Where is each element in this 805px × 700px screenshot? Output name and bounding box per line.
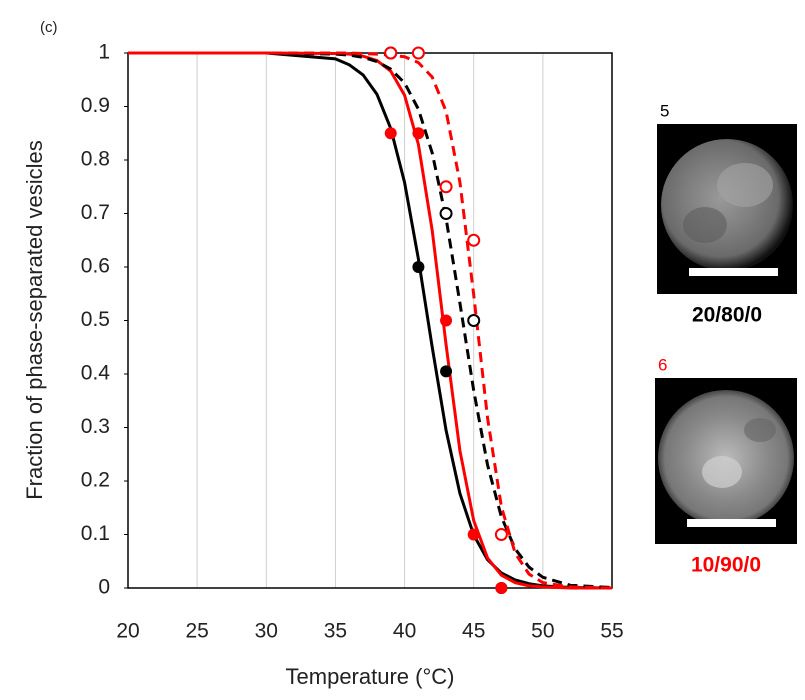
panel-label: (c) xyxy=(40,19,58,36)
y-tick-label: 1 xyxy=(98,41,110,64)
data-point xyxy=(384,127,397,140)
x-tick-label: 35 xyxy=(324,620,347,643)
x-tick-label: 55 xyxy=(600,620,623,643)
domain xyxy=(717,163,773,207)
panel-number: 5 xyxy=(660,101,669,120)
x-axis-title: Temperature (°C) xyxy=(286,664,455,689)
x-tick-label: 40 xyxy=(393,620,416,643)
data-point xyxy=(495,582,508,594)
x-tick-label: 20 xyxy=(116,620,139,643)
data-point xyxy=(467,233,481,247)
x-tick-label: 45 xyxy=(462,620,485,643)
data-point xyxy=(412,127,425,140)
data-point xyxy=(439,180,453,194)
y-tick-label: 0 xyxy=(98,576,110,599)
scale-bar xyxy=(689,268,778,276)
y-tick-label: 0.4 xyxy=(81,362,111,385)
fit-curve xyxy=(128,51,613,590)
y-tick-label: 0.7 xyxy=(81,201,110,224)
data-point xyxy=(384,46,398,60)
domain xyxy=(683,207,727,243)
x-tick-label: 50 xyxy=(531,620,554,643)
composition-label: 20/80/0 xyxy=(692,304,762,327)
domain xyxy=(744,418,776,442)
plot-area: 20 25 30 35 40 45 50 55 0 0.1 0.2 0.3 0.4 0.5 0.6 0.7 0.… xyxy=(81,41,624,643)
y-tick-label: 0.5 xyxy=(81,308,110,331)
data-point xyxy=(467,528,480,541)
x-tick-label: 30 xyxy=(255,620,278,643)
y-tick-label: 0.1 xyxy=(81,522,110,545)
data-point xyxy=(440,365,453,378)
plot-frame xyxy=(127,52,613,589)
y-tick-label: 0.6 xyxy=(81,255,110,278)
y-tick-label: 0.3 xyxy=(81,415,110,438)
panel-number: 6 xyxy=(658,355,667,374)
domain xyxy=(702,456,742,488)
data-point xyxy=(440,314,453,327)
data-point xyxy=(467,314,481,327)
fit-curve xyxy=(128,51,613,590)
y-tick-label: 0.8 xyxy=(81,148,110,171)
vesicle xyxy=(661,139,793,271)
x-tick-label: 25 xyxy=(185,620,208,643)
fit-curve xyxy=(128,51,613,589)
y-axis-title: Fraction of phase-separated vesicles xyxy=(22,140,47,500)
data-point xyxy=(439,207,453,220)
y-tick-label: 0.9 xyxy=(81,94,110,117)
y-tick-label: 0.2 xyxy=(81,469,110,492)
data-point xyxy=(494,528,508,541)
data-point xyxy=(411,46,425,60)
data-point xyxy=(412,261,425,273)
scale-bar xyxy=(687,519,776,527)
fit-curve xyxy=(128,51,612,590)
composition-label: 10/90/0 xyxy=(691,554,761,577)
